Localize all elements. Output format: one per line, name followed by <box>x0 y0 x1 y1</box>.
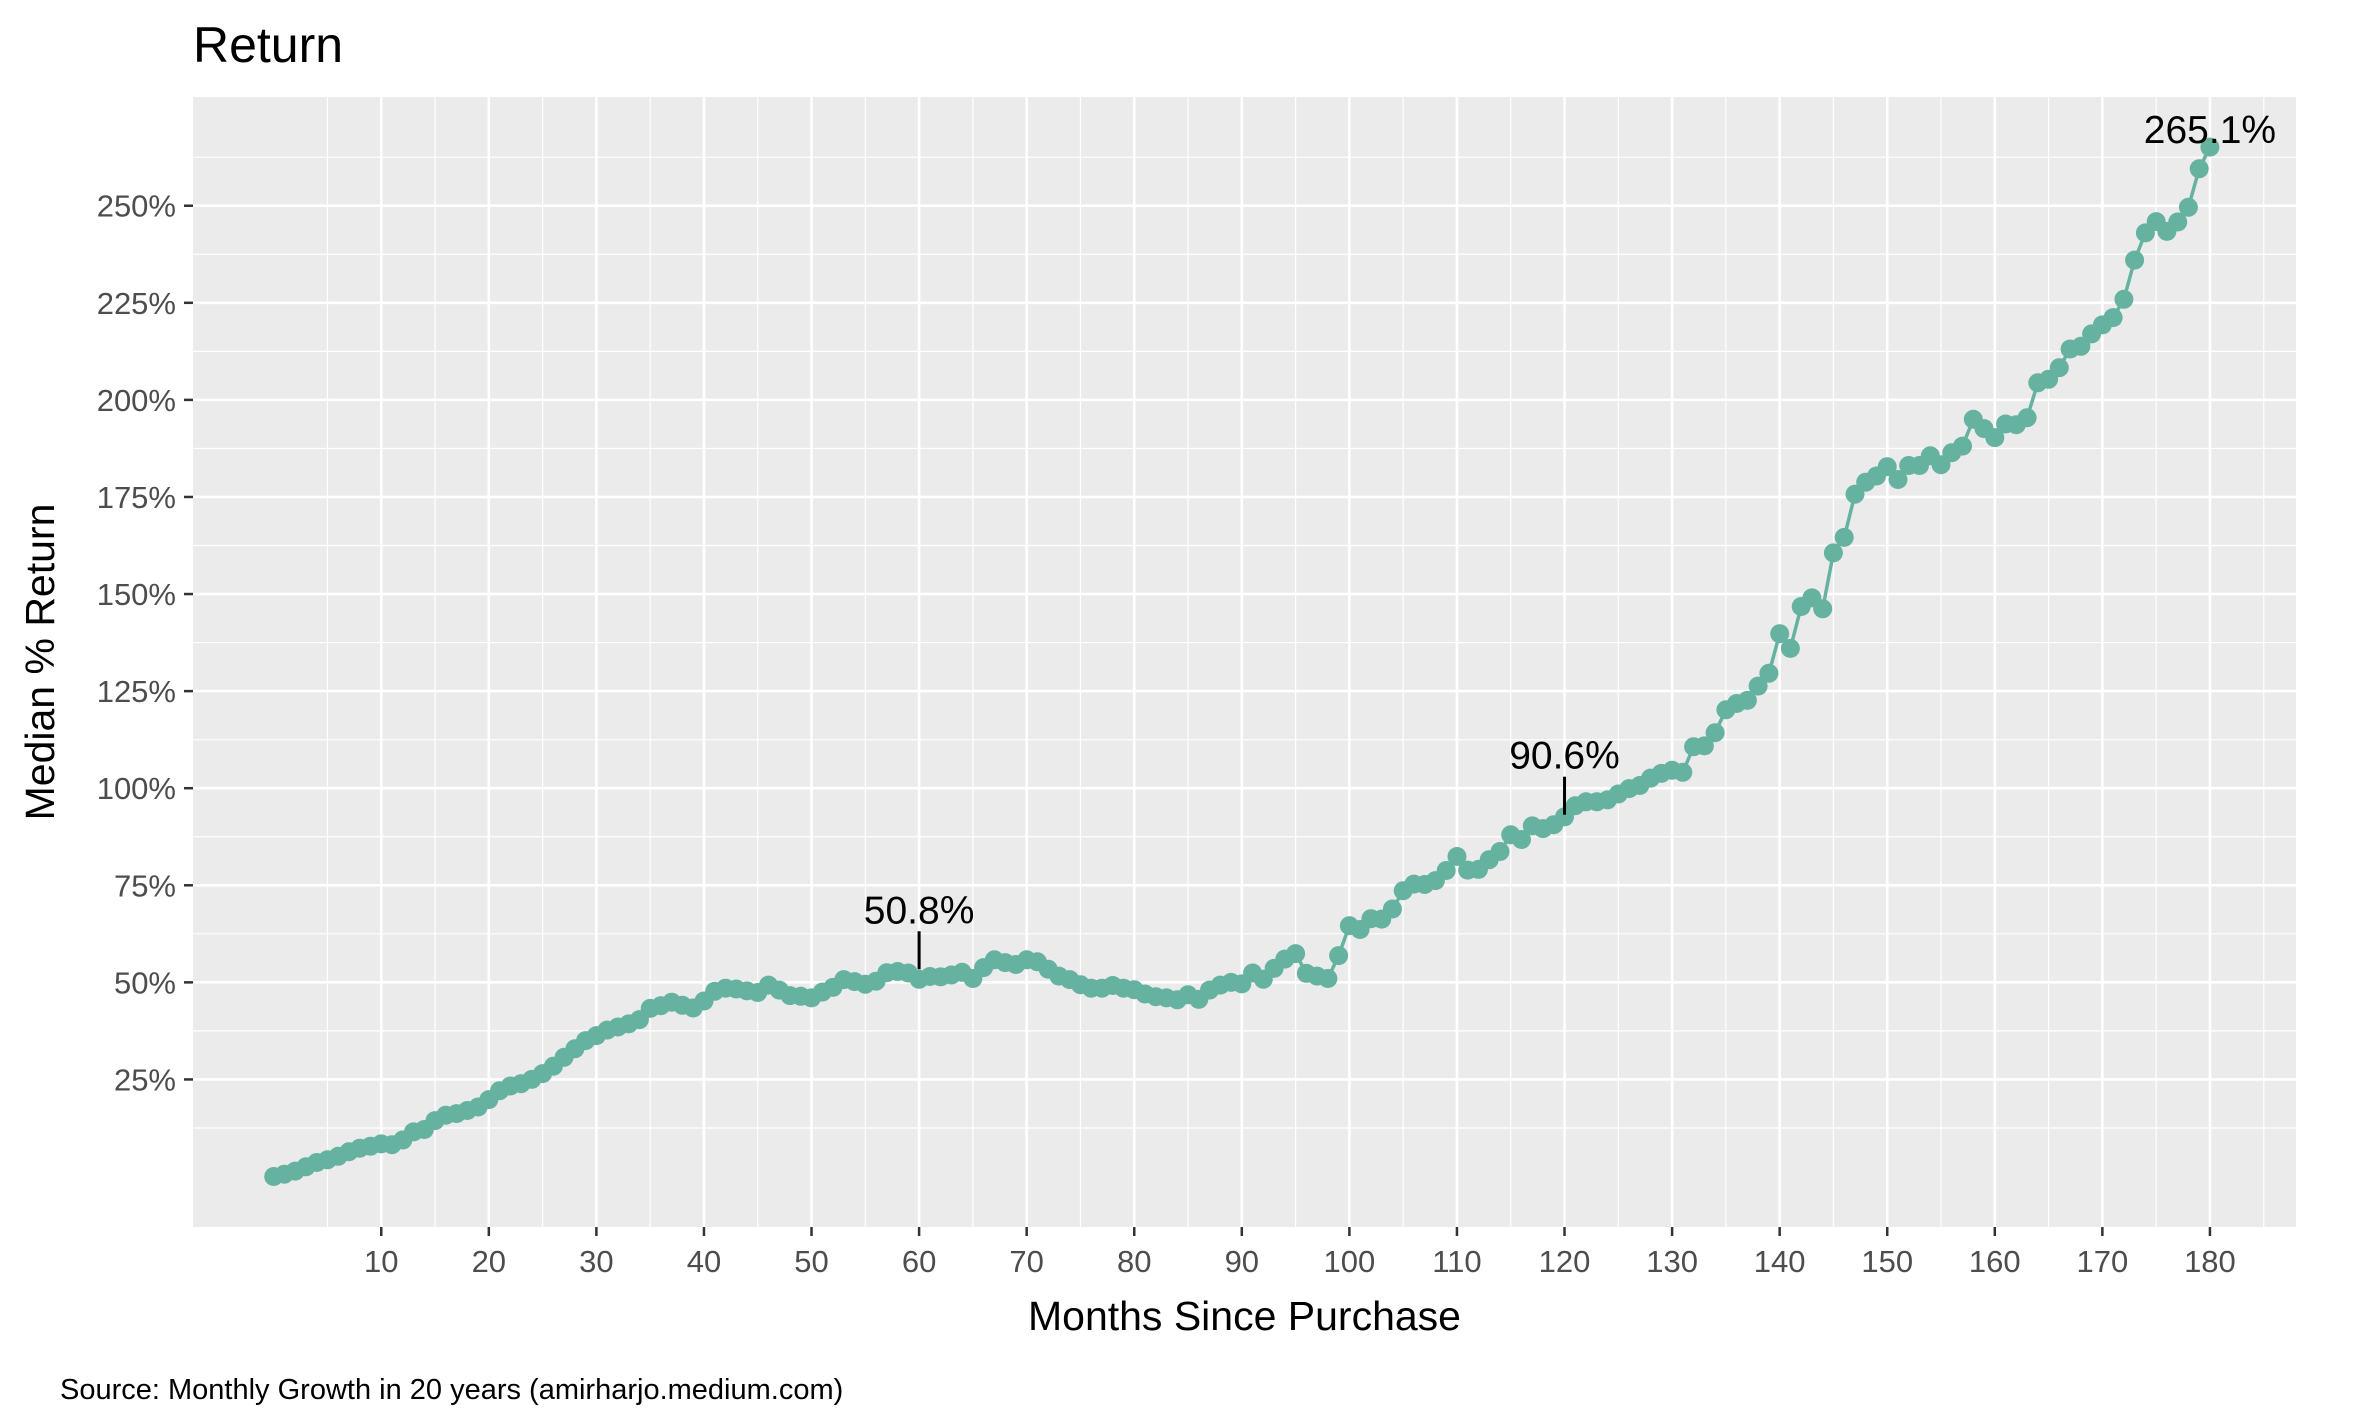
data-point <box>2071 336 2091 356</box>
x-tick-label: 50 <box>794 1244 828 1279</box>
data-point <box>1888 470 1908 489</box>
data-point <box>1770 624 1790 644</box>
annotation-layer: 50.8% 90.6% 265.1% <box>864 109 2276 970</box>
data-point <box>1780 638 1800 658</box>
annotation-label: 50.8% <box>864 889 975 932</box>
data-point <box>1436 861 1456 880</box>
data-point <box>2125 250 2145 270</box>
y-axis: 25% 50% 75% 100% 125% 150% 175% 200% 225% 250% <box>97 189 193 1097</box>
x-tick-label: 70 <box>1009 1244 1043 1279</box>
data-point <box>1694 736 1714 756</box>
plot-panel <box>193 97 2296 1227</box>
data-point <box>1512 830 1531 849</box>
data-point <box>1823 543 1843 563</box>
y-tick-label: 150% <box>97 577 176 612</box>
data-point <box>1748 676 1768 696</box>
data-point <box>2049 358 2069 378</box>
data-point <box>1490 842 1510 861</box>
x-tick-label: 130 <box>1646 1244 1698 1279</box>
data-point <box>2178 197 2198 217</box>
data-point <box>1673 762 1693 782</box>
x-tick-label: 10 <box>364 1244 398 1279</box>
data-point <box>2114 289 2134 309</box>
y-tick-label: 125% <box>97 674 176 709</box>
data-point <box>1813 599 1833 619</box>
data-point <box>1318 969 1338 988</box>
data-point <box>2017 408 2037 428</box>
chart-title: Return <box>193 17 343 73</box>
x-tick-label: 110 <box>1432 1244 1481 1279</box>
y-tick-label: 25% <box>114 1062 176 1097</box>
x-tick-label: 150 <box>1861 1244 1913 1279</box>
annotation-label: 90.6% <box>1509 735 1620 778</box>
x-tick-label: 170 <box>2077 1244 2129 1279</box>
x-tick-label: 100 <box>1324 1244 1376 1279</box>
y-tick-label: 225% <box>97 286 176 321</box>
data-point <box>1953 436 1972 456</box>
x-tick-label: 120 <box>1539 1244 1591 1279</box>
data-point <box>1447 847 1467 866</box>
x-axis-title: Months Since Purchase <box>1028 1293 1461 1339</box>
major-gridlines-x <box>379 97 2212 1227</box>
chart-caption: Source: Monthly Growth in 20 years (amir… <box>60 1374 843 1406</box>
y-tick-label: 75% <box>114 868 176 903</box>
y-tick-label: 200% <box>97 383 176 418</box>
x-axis: 10 20 30 40 50 60 70 80 90 100 110 120 130 140 150 160 1… <box>364 1227 2236 1279</box>
y-tick-label: 50% <box>114 965 176 1000</box>
data-point <box>1985 428 2005 448</box>
x-tick-label: 140 <box>1754 1244 1806 1279</box>
data-point <box>2103 308 2123 328</box>
minor-gridlines-y <box>193 156 2296 1129</box>
x-tick-label: 180 <box>2184 1244 2236 1279</box>
data-point <box>1877 457 1897 477</box>
y-tick-label: 250% <box>97 189 176 224</box>
data-point <box>1382 899 1402 919</box>
x-tick-label: 40 <box>687 1244 721 1279</box>
y-axis-title: Median % Return <box>17 504 63 821</box>
data-point <box>1759 663 1779 683</box>
y-tick-label: 100% <box>97 771 176 806</box>
y-tick-label: 175% <box>97 480 176 515</box>
x-tick-label: 90 <box>1225 1244 1259 1279</box>
annotation-label: 265.1% <box>2144 109 2276 152</box>
data-point <box>1329 946 1349 966</box>
x-tick-label: 160 <box>1969 1244 2021 1279</box>
data-point <box>2200 137 2220 157</box>
series-layer <box>264 137 2220 1186</box>
data-point <box>2189 159 2209 179</box>
data-point <box>1705 723 1725 743</box>
x-tick-label: 30 <box>579 1244 613 1279</box>
x-tick-label: 60 <box>902 1244 936 1279</box>
data-point <box>1737 690 1757 710</box>
x-tick-label: 80 <box>1117 1244 1151 1279</box>
data-point <box>2168 212 2188 232</box>
minor-gridlines-x <box>326 97 2265 1227</box>
data-point <box>1286 944 1306 964</box>
data-point <box>1834 527 1854 547</box>
x-tick-label: 20 <box>472 1244 506 1279</box>
